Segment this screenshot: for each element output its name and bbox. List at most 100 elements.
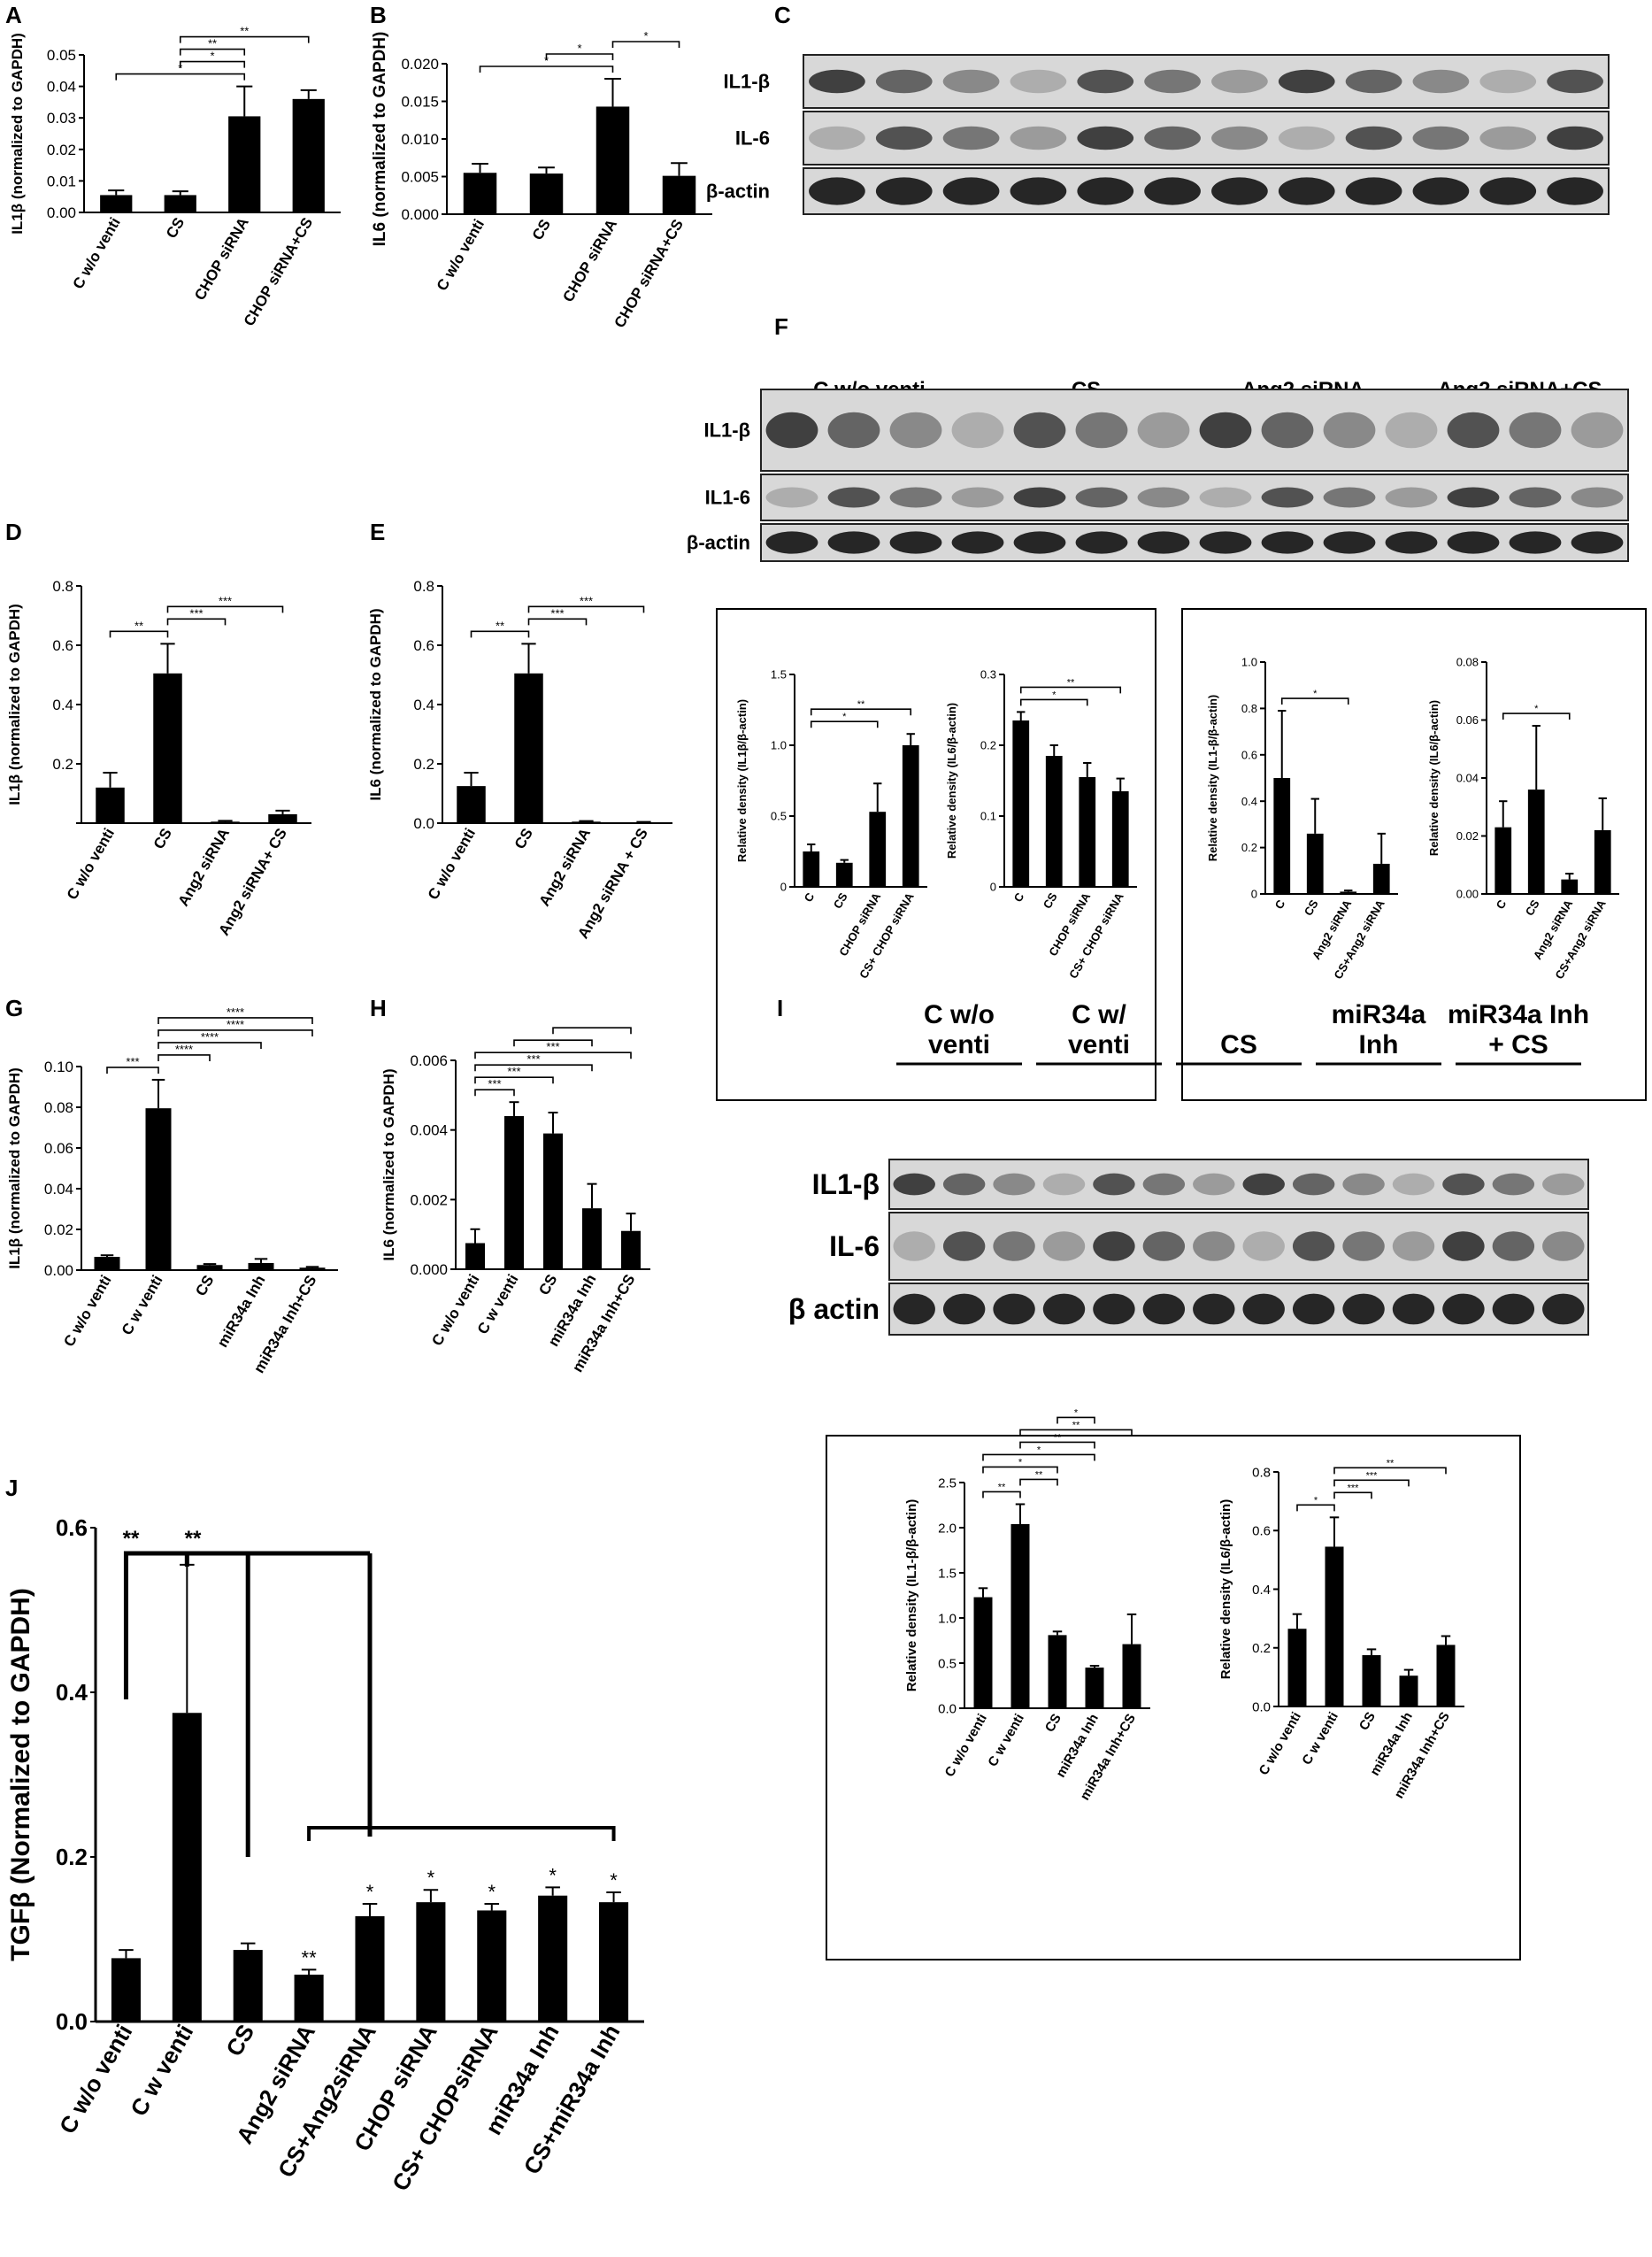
significance-label: *** [1348, 1483, 1360, 1493]
bar [1048, 1635, 1067, 1708]
blot-band [1199, 412, 1252, 449]
significance-bracket [1502, 713, 1571, 720]
significance-bracket [1019, 1441, 1095, 1449]
y-tick-label: 0.2 [1241, 841, 1257, 854]
panel-f-chop-box [716, 608, 1156, 1101]
y-tick-label: 0.6 [413, 637, 434, 654]
y-tick-label: 0.0 [938, 1701, 957, 1716]
y-tick-label: 0.06 [44, 1140, 73, 1157]
y-tick-label: 0.05 [47, 47, 76, 64]
blot-band [1278, 69, 1335, 94]
significance-label: * [1314, 1495, 1318, 1506]
x-tick-label: CS [1042, 1712, 1064, 1736]
significance-star: * [610, 1869, 618, 1891]
blot-band [1442, 1293, 1485, 1325]
blot-band [1242, 1231, 1285, 1261]
blot-band [993, 1173, 1035, 1196]
significance-bracket [1057, 1416, 1095, 1424]
x-tick-label: CS [511, 826, 536, 852]
x-tick-label: CS [1041, 890, 1060, 911]
bar [803, 851, 820, 887]
panel-letter-i: I [777, 995, 783, 1021]
x-tick-label: C [1272, 897, 1288, 911]
significance-bracket [982, 1466, 1058, 1474]
y-tick-label: 0.3 [980, 668, 996, 682]
significance-bracket [982, 1453, 1095, 1461]
blot-band [765, 487, 818, 508]
blot-band [1509, 487, 1562, 508]
significance-label: *** [126, 1055, 139, 1068]
chart-f2: 0 0.1 0.2 0.3 Relative density (IL6/β-actin)… [945, 668, 1137, 981]
significance-label: *** [1366, 1470, 1379, 1481]
bar [504, 1115, 524, 1269]
blot-band [942, 69, 1000, 94]
blot-band [1447, 531, 1500, 554]
panel-f-ang2-box [1181, 608, 1647, 1101]
blot-band [951, 487, 1004, 508]
y-tick-label: 0.015 [401, 93, 439, 110]
chart-f3: 0 0.2 0.4 0.6 0.8 1.0 Relative density (IL1-β/… [1206, 656, 1398, 982]
blot-band [1442, 1173, 1485, 1196]
blot-band [1447, 487, 1500, 508]
bar [172, 1713, 202, 2022]
blot-band [827, 487, 880, 508]
y-axis-label: IL6 (normalized to GAPDH) [367, 608, 384, 800]
blot-group-label: Inh [1359, 1030, 1399, 1059]
bar [1362, 1655, 1381, 1706]
x-tick-label: C w venti [985, 1712, 1027, 1770]
bar [595, 106, 630, 214]
panel-letter-h: H [370, 995, 387, 1021]
blot-band [765, 531, 818, 554]
y-tick-label: 1.0 [1241, 656, 1257, 669]
significance-label: ** [208, 37, 217, 50]
panel-letter-f: F [774, 313, 788, 340]
blot-band [1137, 531, 1190, 554]
blot-band [942, 126, 1000, 150]
blot-group-label: miR34a Inh [1448, 1000, 1589, 1029]
blot-band [1010, 126, 1067, 150]
x-tick-label: Ang2 siRNA [174, 826, 233, 910]
bar [268, 813, 297, 823]
blot-band [1323, 487, 1376, 508]
blot-band [993, 1231, 1035, 1261]
blot-band [1042, 1231, 1086, 1261]
significance-bracket [982, 1491, 1021, 1498]
x-tick-label: C [1011, 890, 1027, 904]
y-tick-label: 0.8 [1241, 702, 1257, 715]
significance-label: * [643, 29, 648, 42]
y-axis-label: Relative density (IL1β/β-actin) [735, 699, 749, 862]
significance-label: **** [227, 1018, 244, 1031]
significance-label: * [842, 712, 847, 722]
bar [248, 1262, 274, 1270]
panel-letter-e: E [370, 519, 385, 545]
bar [621, 1230, 641, 1269]
bar [465, 1243, 485, 1269]
x-tick-label: CS [1302, 897, 1321, 918]
chart-d: 0.2 0.4 0.6 0.8 IL1β (normalized to GAPDH) C … [6, 578, 311, 938]
y-tick-label: 0.6 [1241, 748, 1257, 761]
y-tick-label: 0.6 [1252, 1524, 1271, 1539]
x-tick-label: CS [529, 217, 554, 243]
x-tick-label: CS [163, 215, 188, 242]
y-tick-label: 0.2 [413, 756, 434, 773]
y-axis-label: Relative density (IL6/β-actin) [945, 703, 958, 859]
blot-band [1542, 1293, 1585, 1325]
chart-j: 0.0 0.2 0.4 0.6 TGFβ (Normalized to GAPDH) C … [6, 1514, 644, 2195]
y-tick-label: 0.00 [47, 204, 76, 221]
blot-group-label: miR34a [1332, 1000, 1426, 1029]
blot-band [875, 126, 933, 150]
top-significance-label: ** [123, 1527, 140, 1551]
blot-band [993, 1293, 1035, 1325]
bar [153, 673, 182, 823]
panel-letter-j: J [5, 1475, 18, 1501]
blot-band [1077, 177, 1134, 205]
blot-band [1211, 177, 1268, 205]
blot-band [1193, 1173, 1235, 1196]
blot-band [1292, 1293, 1335, 1325]
bar [835, 862, 853, 887]
blot-band [1342, 1293, 1385, 1325]
